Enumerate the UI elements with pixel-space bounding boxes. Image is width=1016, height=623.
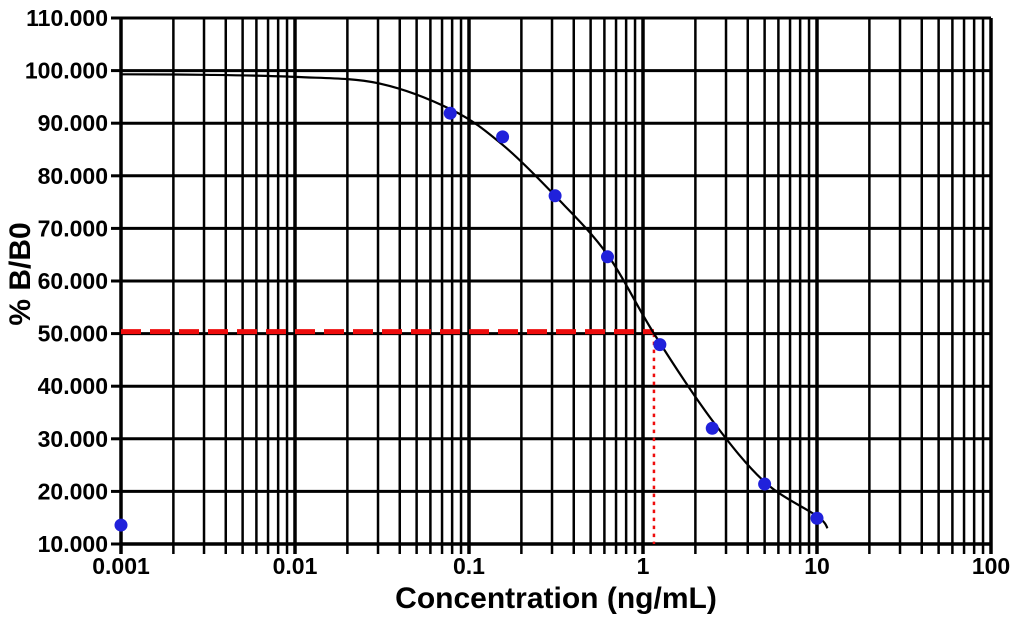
data-point <box>548 189 562 203</box>
annotation-layer <box>121 329 656 544</box>
y-tick-label: 100.000 <box>25 58 108 84</box>
x-tick-label: 0.01 <box>273 553 318 579</box>
y-tick-label: 20.000 <box>38 478 108 504</box>
data-point <box>114 518 128 532</box>
x-tick-label: 0.1 <box>453 553 485 579</box>
x-tick-label: 1 <box>637 553 650 579</box>
y-tick-label: 110.000 <box>26 5 108 31</box>
y-tick-label: 50.000 <box>38 321 108 347</box>
data-point <box>653 338 667 352</box>
y-axis-title: % B/B0 <box>4 222 37 325</box>
x-axis-title: Concentration (ng/mL) <box>395 582 717 615</box>
y-tick-label: 70.000 <box>38 215 108 241</box>
x-tick-label: 0.001 <box>92 553 150 579</box>
y-tick-label: 10.000 <box>38 531 108 557</box>
data-point <box>758 477 772 491</box>
tick-label-layer: 110.000100.00090.00080.00070.00060.00050… <box>25 5 1010 579</box>
y-tick-label: 30.000 <box>38 426 108 452</box>
data-point <box>600 250 614 264</box>
data-point <box>496 130 510 144</box>
y-tick-label: 60.000 <box>38 268 108 294</box>
y-tick-label: 90.000 <box>38 110 108 136</box>
tick-layer <box>111 16 993 554</box>
x-tick-label: 100 <box>972 553 1010 579</box>
y-tick-label: 40.000 <box>38 373 108 399</box>
series-layer <box>114 73 829 532</box>
data-point <box>810 511 824 525</box>
data-point <box>443 106 457 120</box>
data-point <box>705 421 719 435</box>
x-tick-label: 10 <box>804 553 830 579</box>
y-tick-label: 80.000 <box>38 163 108 189</box>
grid-layer <box>119 16 993 546</box>
